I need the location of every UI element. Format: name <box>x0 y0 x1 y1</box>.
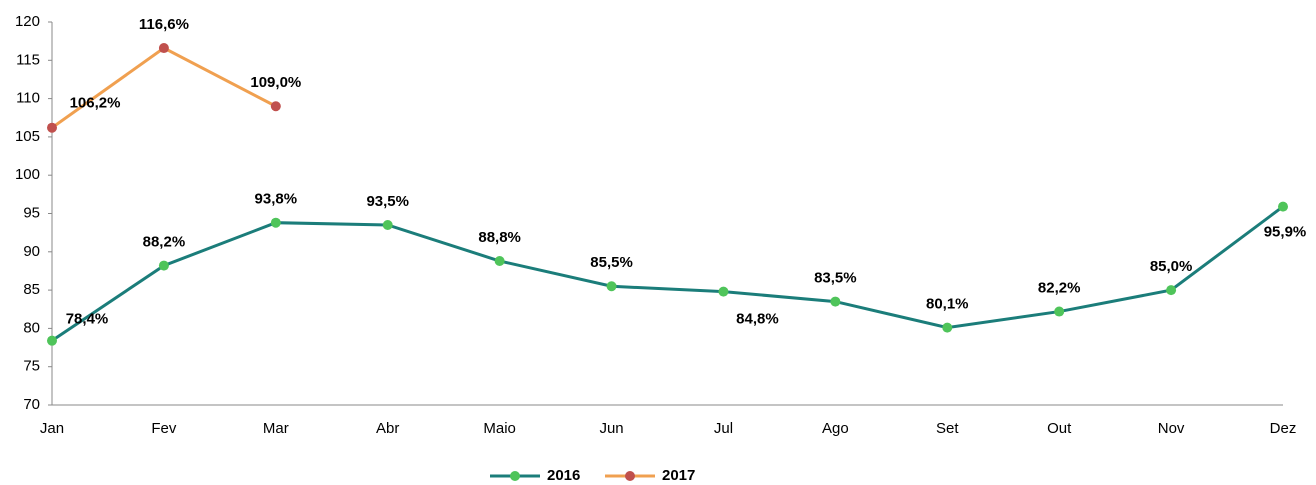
value-label: 85,0% <box>1150 258 1193 275</box>
y-tick-label: 95 <box>23 204 40 221</box>
y-tick-label: 75 <box>23 358 40 375</box>
value-label: 93,5% <box>366 193 409 210</box>
value-label: 95,9% <box>1264 224 1307 241</box>
x-tick-label: Abr <box>376 420 399 437</box>
x-tick-label: Maio <box>483 420 516 437</box>
y-tick-label: 70 <box>23 396 40 413</box>
data-point <box>158 43 169 54</box>
x-tick-label: Fev <box>151 420 177 437</box>
x-tick-label: Dez <box>1270 420 1297 437</box>
legend-marker <box>625 471 635 481</box>
data-point <box>270 101 281 112</box>
value-label: 82,2% <box>1038 280 1081 297</box>
value-label: 93,8% <box>255 191 298 208</box>
legend-marker <box>510 471 520 481</box>
value-label: 80,1% <box>926 296 969 313</box>
y-tick-label: 115 <box>16 51 40 68</box>
value-label: 83,5% <box>814 270 857 287</box>
data-point <box>382 219 393 230</box>
x-tick-label: Nov <box>1158 420 1185 437</box>
y-tick-label: 80 <box>23 319 40 336</box>
x-tick-label: Ago <box>822 420 849 437</box>
data-point <box>718 286 729 297</box>
y-tick-label: 120 <box>15 13 40 30</box>
data-point <box>830 296 841 307</box>
y-tick-label: 100 <box>15 166 40 183</box>
data-point <box>1054 306 1065 317</box>
data-point <box>1166 285 1177 296</box>
x-tick-label: Jul <box>714 420 733 437</box>
data-point <box>1278 201 1288 212</box>
data-point <box>158 260 169 271</box>
series-line <box>51 205 1284 342</box>
legend-label: 2017 <box>662 467 695 484</box>
value-label: 109,0% <box>250 74 301 91</box>
y-tick-label: 85 <box>23 281 40 298</box>
data-point <box>606 281 617 292</box>
value-label: 116,6% <box>139 16 189 33</box>
value-label: 84,8% <box>736 311 779 328</box>
data-point <box>270 217 281 228</box>
data-point <box>494 255 505 266</box>
x-tick-label: Jun <box>599 420 623 437</box>
x-tick-label: Mar <box>263 420 289 437</box>
data-point <box>942 322 953 333</box>
x-tick-label: Out <box>1047 420 1072 437</box>
y-tick-label: 90 <box>23 243 40 260</box>
value-label: 88,2% <box>143 234 186 251</box>
value-label: 88,8% <box>478 229 521 246</box>
value-label: 78,4% <box>66 311 109 328</box>
y-tick-label: 105 <box>15 128 40 145</box>
x-tick-label: Set <box>936 420 959 437</box>
data-point <box>47 335 57 346</box>
data-point <box>47 122 57 133</box>
legend-label: 2016 <box>547 467 580 484</box>
value-label: 106,2% <box>70 95 121 112</box>
value-label: 85,5% <box>590 254 633 271</box>
series-line <box>51 46 277 129</box>
y-tick-label: 110 <box>16 90 40 107</box>
x-tick-label: Jan <box>40 420 64 437</box>
